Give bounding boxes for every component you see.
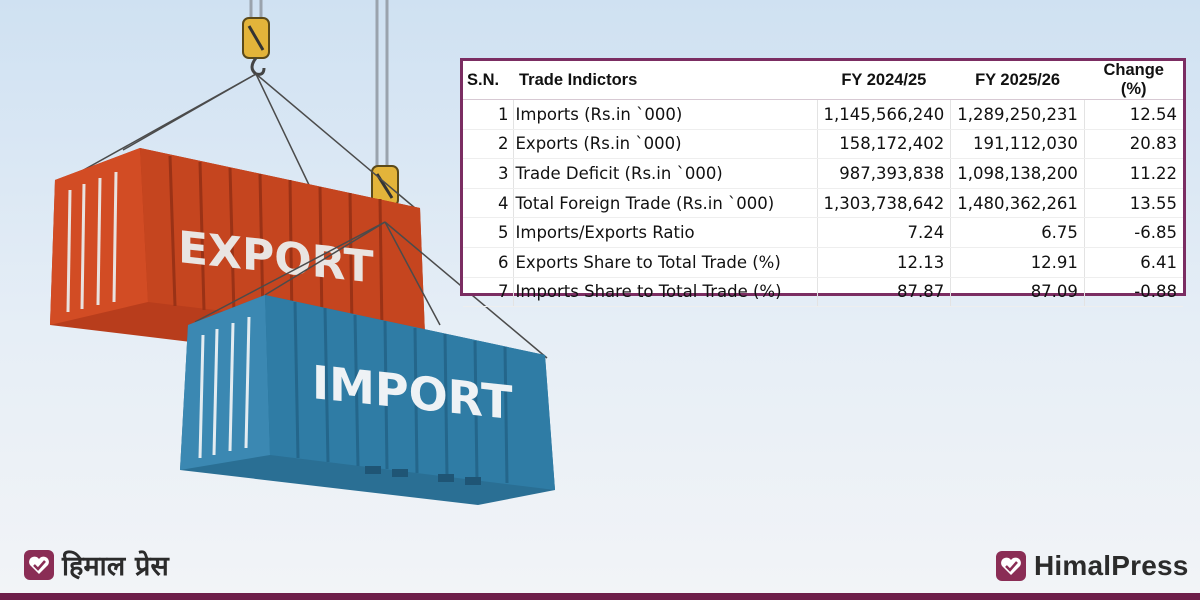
- brand-right[interactable]: HimalPress: [996, 550, 1189, 582]
- cell-fy-2025-26: 191,112,030: [950, 129, 1085, 160]
- cell-change: 20.83: [1084, 129, 1183, 160]
- table-row: 7 Imports Share to Total Trade (%) 87.87…: [463, 277, 1183, 308]
- cell-indicator: Exports (Rs.in `000): [512, 129, 818, 160]
- cell-change: 6.41: [1084, 247, 1183, 278]
- cell-change: -0.88: [1084, 277, 1183, 308]
- cell-change: 12.54: [1084, 99, 1183, 130]
- cell-indicator: Imports (Rs.in `000): [512, 99, 818, 130]
- table-row: 3 Trade Deficit (Rs.in `000) 987,393,838…: [463, 158, 1183, 189]
- cell-fy-2024-25: 1,145,566,240: [817, 99, 952, 130]
- cell-change: 13.55: [1084, 188, 1183, 219]
- cell-fy-2025-26: 87.09: [950, 277, 1085, 308]
- bottom-accent-bar: [0, 593, 1200, 600]
- cell-fy-2024-25: 7.24: [817, 217, 952, 248]
- cell-indicator: Total Foreign Trade (Rs.in `000): [512, 188, 818, 219]
- cell-fy-2025-26: 6.75: [950, 217, 1085, 248]
- cell-fy-2025-26: 1,289,250,231: [950, 99, 1085, 130]
- table-row: 1 Imports (Rs.in `000) 1,145,566,240 1,2…: [463, 99, 1183, 130]
- heart-check-icon: [996, 551, 1026, 581]
- upper-hook-icon: [242, 17, 270, 76]
- cell-fy-2025-26: 1,480,362,261: [950, 188, 1085, 219]
- cell-sn: 7: [463, 277, 513, 308]
- cell-fy-2024-25: 158,172,402: [817, 129, 952, 160]
- cell-sn: 1: [463, 99, 513, 130]
- trade-indicators-table: S.N. Trade Indictors FY 2024/25 FY 2025/…: [460, 58, 1186, 308]
- cell-sn: 5: [463, 217, 513, 248]
- cell-indicator: Imports Share to Total Trade (%): [512, 277, 818, 308]
- cell-sn: 3: [463, 158, 513, 189]
- import-container: IMPORT: [180, 295, 555, 505]
- cell-fy-2025-26: 1,098,138,200: [950, 158, 1085, 189]
- export-container: EXPORT: [50, 148, 425, 360]
- cell-fy-2024-25: 12.13: [817, 247, 952, 278]
- cell-fy-2024-25: 1,303,738,642: [817, 188, 952, 219]
- heart-check-icon: [24, 549, 54, 580]
- cell-indicator: Imports/Exports Ratio: [512, 217, 818, 248]
- cell-change: -6.85: [1084, 217, 1183, 248]
- header-fy-2025-26: FY 2025/26: [950, 61, 1085, 100]
- header-indicator: Trade Indictors: [513, 61, 817, 100]
- table-row: 5 Imports/Exports Ratio 7.24 6.75 -6.85: [463, 217, 1183, 248]
- cell-sn: 4: [463, 188, 513, 219]
- table-row: 2 Exports (Rs.in `000) 158,172,402 191,1…: [463, 129, 1183, 160]
- brand-left-text: हिमाल प्रेस: [62, 551, 169, 582]
- cell-fy-2024-25: 87.87: [817, 277, 952, 308]
- cell-fy-2025-26: 12.91: [950, 247, 1085, 278]
- header-sn: S.N.: [463, 61, 513, 100]
- brand-left[interactable]: हिमाल प्रेस: [24, 546, 169, 583]
- cell-indicator: Trade Deficit (Rs.in `000): [512, 158, 818, 189]
- header-change: Change (%): [1084, 61, 1183, 100]
- table-header-row: S.N. Trade Indictors FY 2024/25 FY 2025/…: [463, 61, 1183, 100]
- brand-right-text: HimalPress: [1034, 550, 1189, 581]
- header-fy-2024-25: FY 2024/25: [817, 61, 951, 100]
- cell-fy-2024-25: 987,393,838: [817, 158, 952, 189]
- cell-sn: 2: [463, 129, 513, 160]
- table-row: 4 Total Foreign Trade (Rs.in `000) 1,303…: [463, 188, 1183, 219]
- cell-indicator: Exports Share to Total Trade (%): [512, 247, 818, 278]
- cell-change: 11.22: [1084, 158, 1183, 189]
- cell-sn: 6: [463, 247, 513, 278]
- table-row: 6 Exports Share to Total Trade (%) 12.13…: [463, 247, 1183, 278]
